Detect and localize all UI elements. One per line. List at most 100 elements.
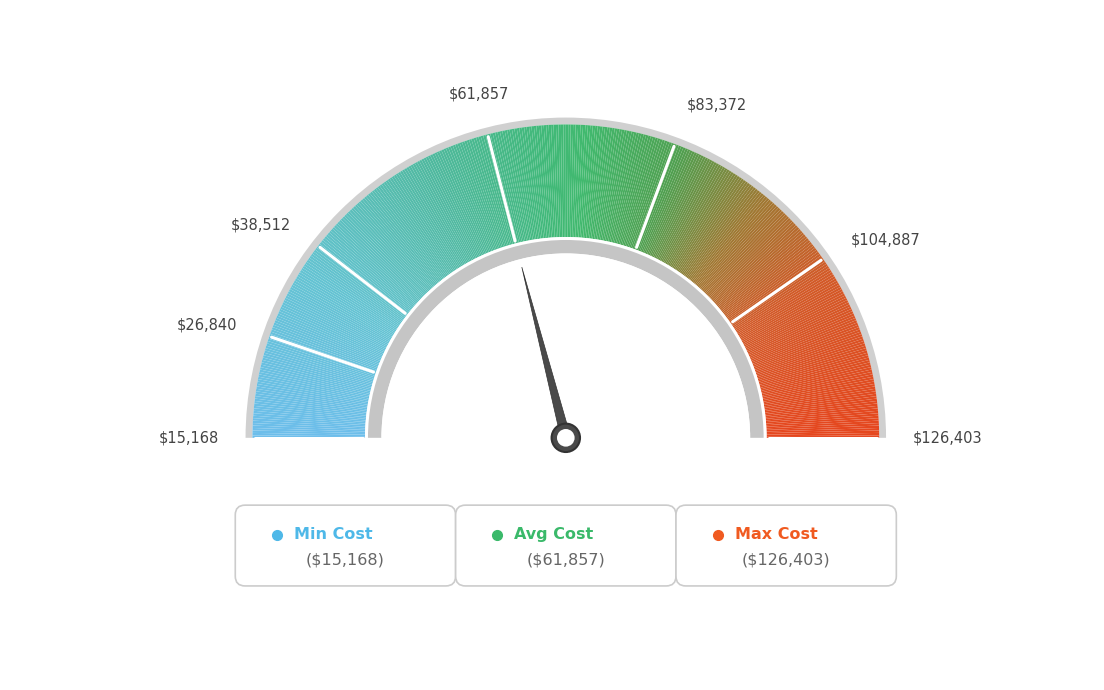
Wedge shape: [746, 302, 849, 353]
Wedge shape: [699, 203, 775, 288]
Wedge shape: [750, 313, 854, 359]
Wedge shape: [572, 125, 578, 237]
Wedge shape: [428, 155, 479, 257]
Wedge shape: [465, 141, 502, 248]
Wedge shape: [322, 238, 411, 311]
Wedge shape: [756, 339, 863, 376]
Wedge shape: [329, 230, 415, 306]
Wedge shape: [675, 175, 737, 270]
Wedge shape: [261, 362, 371, 391]
Circle shape: [558, 429, 574, 446]
Wedge shape: [459, 142, 499, 249]
Wedge shape: [478, 136, 511, 245]
Wedge shape: [646, 150, 692, 254]
Wedge shape: [629, 141, 667, 248]
Wedge shape: [745, 295, 846, 348]
Wedge shape: [701, 206, 778, 290]
Wedge shape: [259, 367, 370, 394]
FancyBboxPatch shape: [676, 505, 896, 586]
Wedge shape: [388, 179, 453, 273]
Wedge shape: [765, 394, 877, 411]
Wedge shape: [602, 130, 625, 241]
Wedge shape: [321, 240, 410, 313]
Text: $126,403: $126,403: [913, 431, 983, 445]
Wedge shape: [692, 195, 765, 283]
Wedge shape: [524, 127, 541, 239]
Wedge shape: [608, 131, 634, 242]
Wedge shape: [762, 367, 872, 394]
Wedge shape: [467, 140, 503, 248]
Wedge shape: [300, 270, 396, 332]
Wedge shape: [628, 140, 665, 248]
Wedge shape: [254, 404, 367, 417]
Wedge shape: [390, 177, 454, 272]
Wedge shape: [679, 179, 744, 273]
Wedge shape: [686, 186, 754, 277]
Wedge shape: [766, 431, 879, 435]
Wedge shape: [753, 322, 858, 366]
Wedge shape: [263, 357, 372, 388]
Wedge shape: [739, 278, 837, 337]
Text: ($61,857): ($61,857): [527, 553, 605, 568]
Wedge shape: [669, 169, 730, 266]
Wedge shape: [406, 167, 465, 265]
Wedge shape: [764, 391, 877, 410]
Wedge shape: [612, 132, 639, 243]
Wedge shape: [683, 184, 752, 276]
Wedge shape: [724, 246, 815, 316]
Wedge shape: [651, 155, 701, 257]
Wedge shape: [368, 193, 440, 282]
Wedge shape: [461, 141, 501, 248]
Wedge shape: [348, 211, 427, 294]
Wedge shape: [411, 164, 468, 264]
Wedge shape: [320, 242, 410, 313]
Wedge shape: [765, 399, 877, 414]
Circle shape: [552, 424, 580, 452]
Wedge shape: [634, 143, 675, 250]
Wedge shape: [641, 148, 686, 253]
Wedge shape: [512, 128, 533, 240]
Wedge shape: [341, 218, 423, 298]
Wedge shape: [488, 134, 518, 244]
Wedge shape: [335, 225, 418, 303]
Wedge shape: [344, 215, 425, 296]
Wedge shape: [705, 213, 786, 295]
Wedge shape: [285, 298, 386, 350]
Wedge shape: [576, 125, 585, 237]
Wedge shape: [378, 186, 446, 277]
Wedge shape: [262, 360, 371, 389]
Wedge shape: [253, 415, 365, 425]
Wedge shape: [402, 169, 463, 266]
Wedge shape: [763, 377, 873, 400]
Wedge shape: [618, 135, 651, 244]
Wedge shape: [283, 302, 385, 353]
Wedge shape: [766, 415, 879, 425]
Wedge shape: [585, 126, 597, 238]
Wedge shape: [245, 117, 887, 438]
Wedge shape: [274, 322, 379, 366]
Wedge shape: [268, 339, 375, 376]
Wedge shape: [754, 327, 860, 368]
Wedge shape: [760, 355, 869, 386]
Wedge shape: [253, 431, 365, 435]
Wedge shape: [556, 124, 561, 237]
Wedge shape: [254, 406, 367, 419]
Wedge shape: [259, 369, 370, 395]
Wedge shape: [578, 125, 588, 237]
Wedge shape: [474, 137, 508, 246]
Wedge shape: [253, 423, 365, 430]
Wedge shape: [294, 280, 392, 338]
Wedge shape: [766, 418, 879, 427]
Wedge shape: [346, 213, 426, 295]
Wedge shape: [539, 126, 550, 238]
Wedge shape: [713, 225, 797, 303]
Wedge shape: [284, 300, 385, 351]
Wedge shape: [737, 276, 836, 335]
Wedge shape: [716, 230, 803, 306]
Wedge shape: [331, 228, 416, 305]
Wedge shape: [661, 162, 716, 262]
Wedge shape: [277, 313, 382, 359]
Wedge shape: [258, 377, 369, 400]
Wedge shape: [749, 309, 852, 357]
Wedge shape: [594, 128, 613, 239]
